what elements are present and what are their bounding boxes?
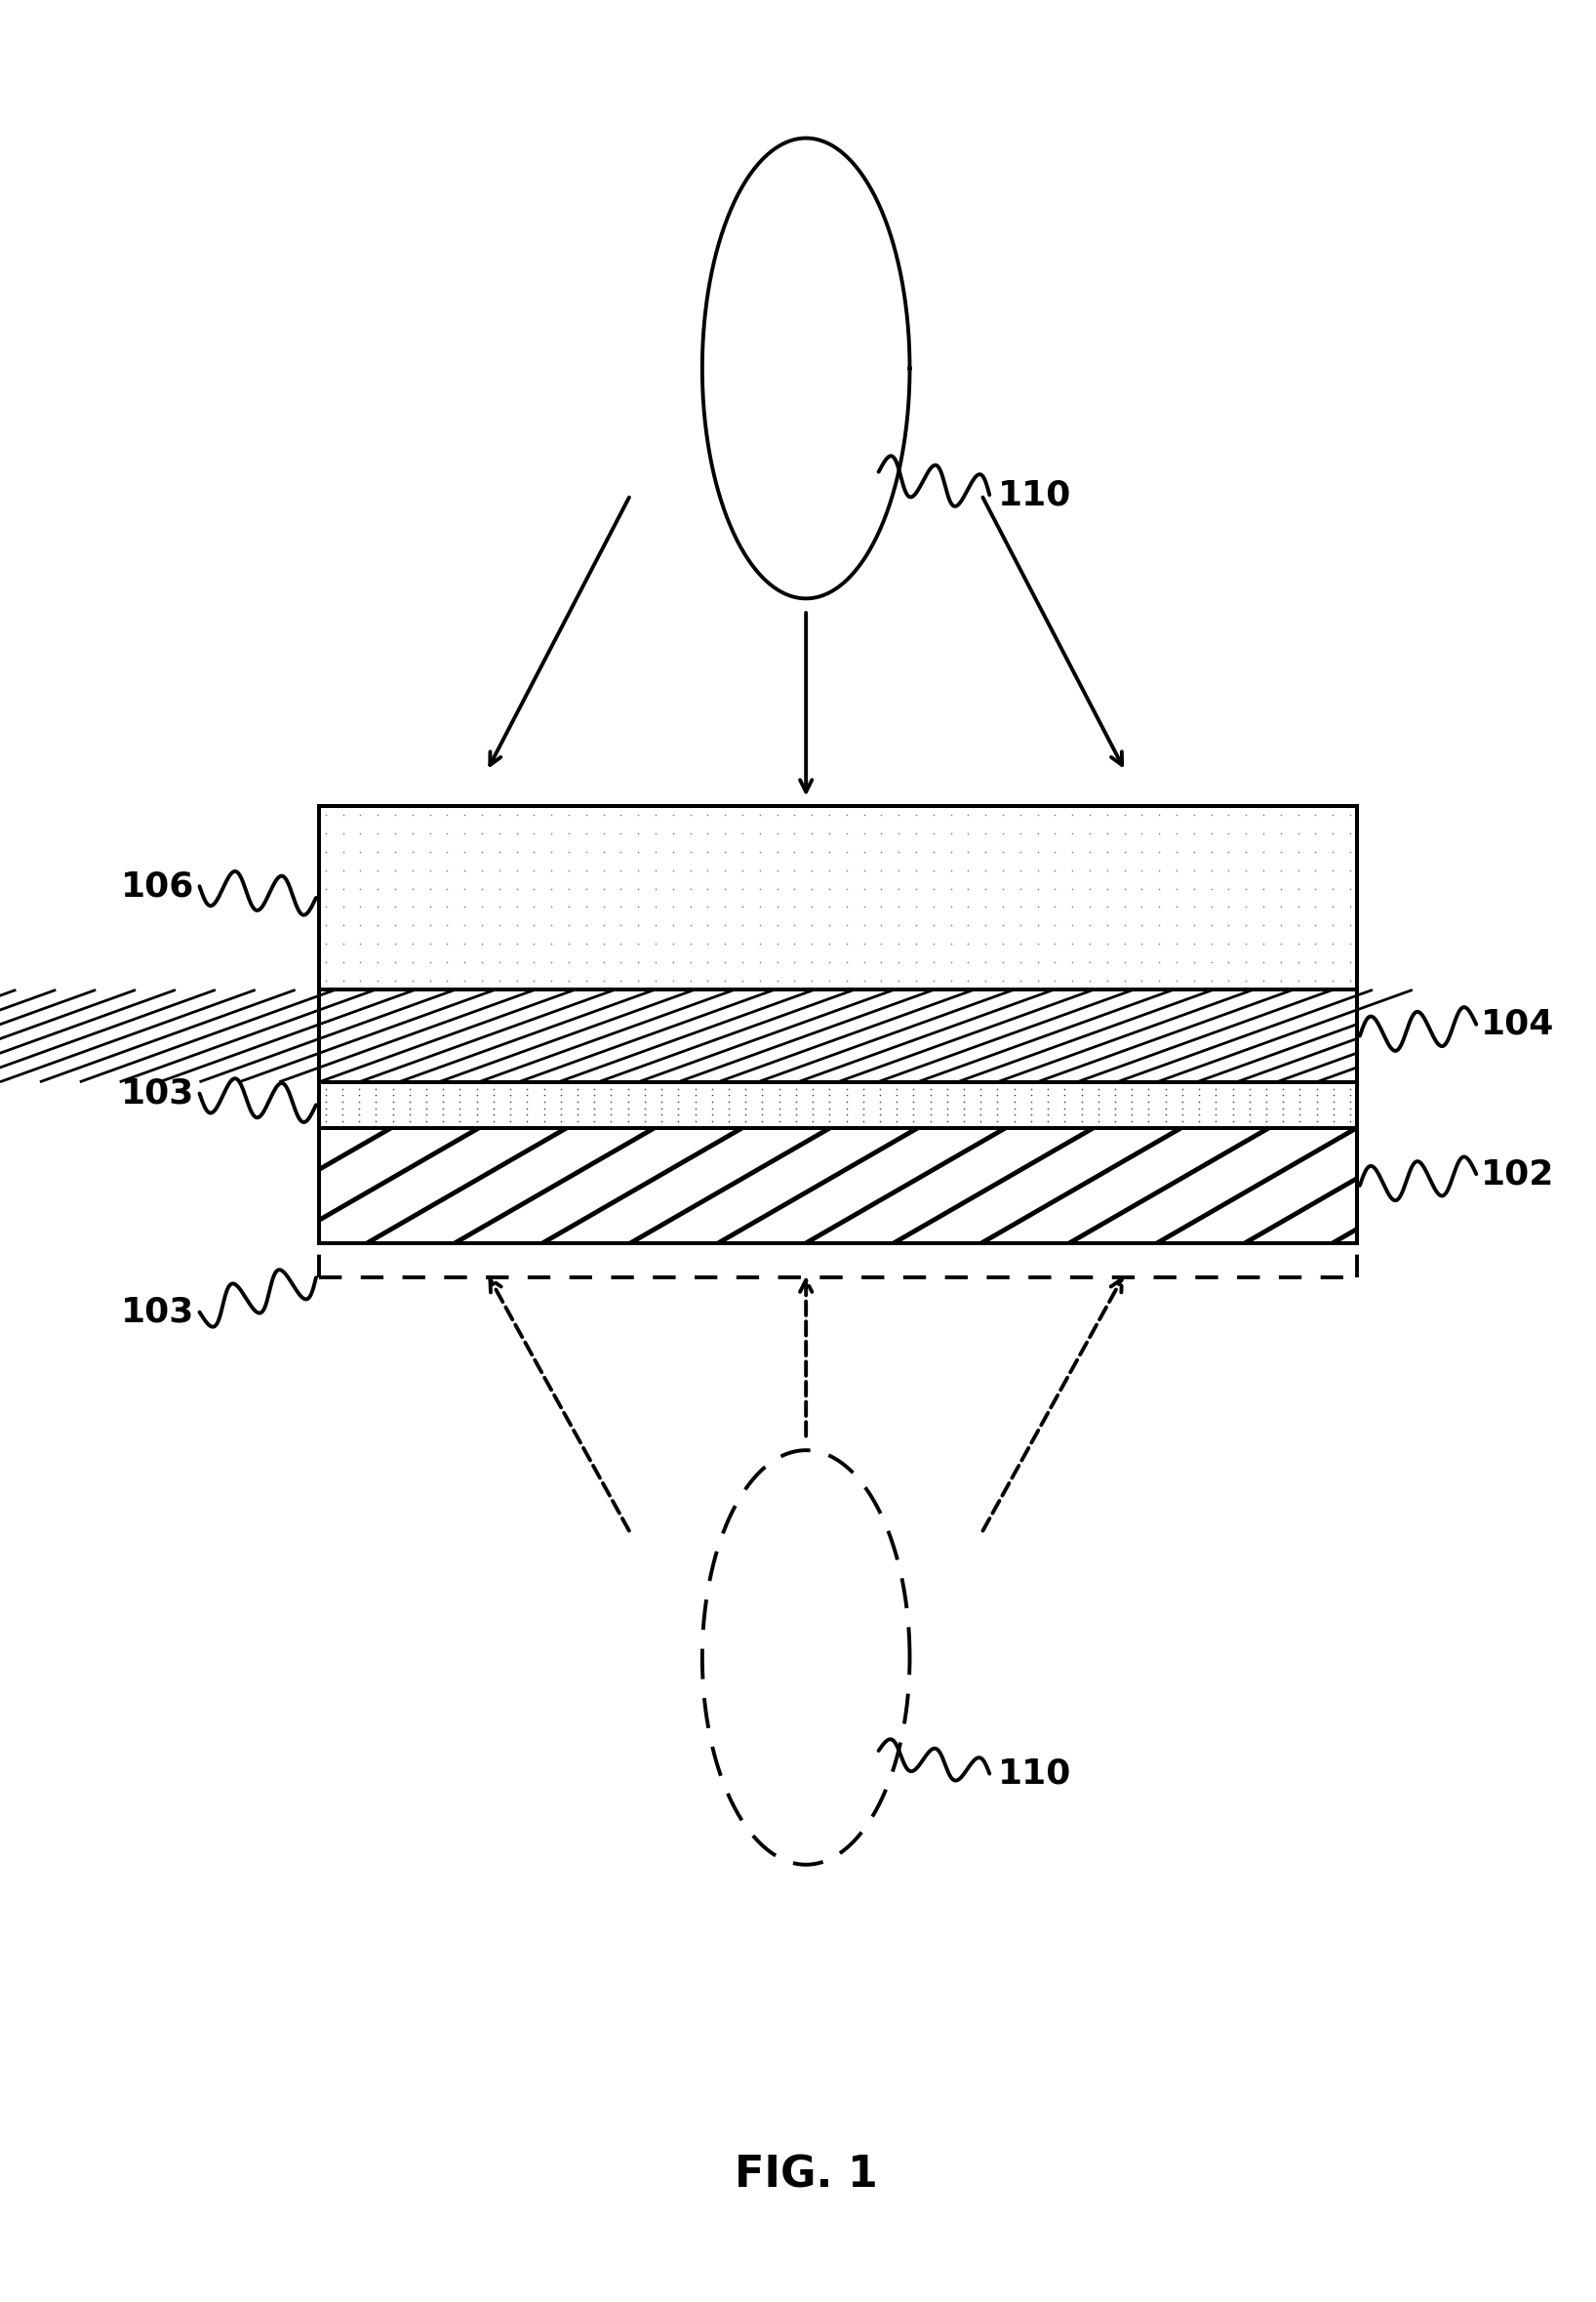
Bar xyxy=(319,1082,1357,1128)
Text: 110: 110 xyxy=(998,1756,1071,1791)
Text: 103: 103 xyxy=(121,1296,195,1328)
Bar xyxy=(319,1128,1357,1243)
Text: 102: 102 xyxy=(1481,1158,1555,1190)
Text: 106: 106 xyxy=(121,870,195,902)
Bar xyxy=(319,990,1357,1082)
Text: 103: 103 xyxy=(121,1077,195,1110)
Bar xyxy=(319,990,1357,1082)
Bar xyxy=(319,990,1357,1082)
Bar xyxy=(319,806,1357,990)
Text: FIG. 1: FIG. 1 xyxy=(734,2155,878,2196)
Text: 104: 104 xyxy=(1481,1008,1555,1041)
Bar xyxy=(319,1128,1357,1243)
Text: 110: 110 xyxy=(998,479,1071,511)
Bar xyxy=(319,1128,1357,1243)
Bar xyxy=(319,806,1357,1243)
